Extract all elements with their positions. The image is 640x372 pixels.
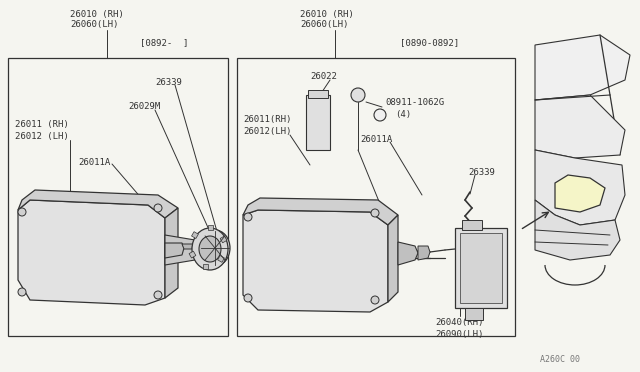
Bar [208,225,213,230]
Polygon shape [165,243,184,258]
Bar [8,58,228,336]
Polygon shape [182,244,193,249]
Text: 26022: 26022 [310,72,337,81]
Bar [308,90,328,98]
Circle shape [244,294,252,302]
Circle shape [374,109,386,121]
Text: 26339: 26339 [155,78,182,87]
Text: 26011(RH): 26011(RH) [243,115,291,124]
Polygon shape [418,246,430,260]
Bar [460,233,502,303]
Circle shape [351,88,365,102]
Text: A260C 00: A260C 00 [540,355,580,364]
Text: 26010 (RH): 26010 (RH) [300,10,354,19]
Polygon shape [555,175,605,212]
Polygon shape [535,200,620,260]
Bar [462,220,482,230]
Text: N: N [377,109,381,118]
Polygon shape [18,200,165,305]
Circle shape [244,213,252,221]
Text: 26090(LH): 26090(LH) [435,330,483,339]
Text: 26339: 26339 [468,168,495,177]
Circle shape [154,204,162,212]
Polygon shape [243,210,388,312]
Text: 26012(LH): 26012(LH) [243,127,291,136]
Ellipse shape [199,236,221,262]
Polygon shape [243,198,398,225]
Circle shape [18,208,26,216]
Bar [218,256,225,262]
Ellipse shape [200,230,230,266]
Ellipse shape [192,228,228,270]
Bar [237,58,515,336]
Bar [191,232,198,238]
Text: 26011A: 26011A [360,135,392,144]
Polygon shape [18,190,178,218]
Text: 26029M: 26029M [128,102,160,111]
Bar [189,251,196,258]
Polygon shape [165,235,198,265]
Bar [220,236,227,243]
Text: 26011 (RH): 26011 (RH) [15,120,68,129]
Bar [455,228,507,308]
Text: [0890-0892]: [0890-0892] [400,38,459,47]
Text: [0892-  ]: [0892- ] [140,38,188,47]
Polygon shape [535,95,625,158]
Bar [465,308,483,320]
Text: 26012 (LH): 26012 (LH) [15,132,68,141]
Bar [203,264,208,269]
Text: 26010 (RH): 26010 (RH) [70,10,124,19]
Circle shape [371,296,379,304]
Bar [306,95,330,150]
Text: (4): (4) [395,110,411,119]
Polygon shape [398,242,418,265]
Circle shape [154,291,162,299]
Text: 08911-1062G: 08911-1062G [385,98,444,107]
Circle shape [371,209,379,217]
Polygon shape [165,208,178,298]
Polygon shape [535,35,630,100]
Polygon shape [388,215,398,302]
Circle shape [18,288,26,296]
Text: 26011A: 26011A [78,158,110,167]
Text: 26060(LH): 26060(LH) [70,20,118,29]
Text: 26040(RH): 26040(RH) [435,318,483,327]
Polygon shape [535,150,625,225]
Text: 26060(LH): 26060(LH) [300,20,348,29]
